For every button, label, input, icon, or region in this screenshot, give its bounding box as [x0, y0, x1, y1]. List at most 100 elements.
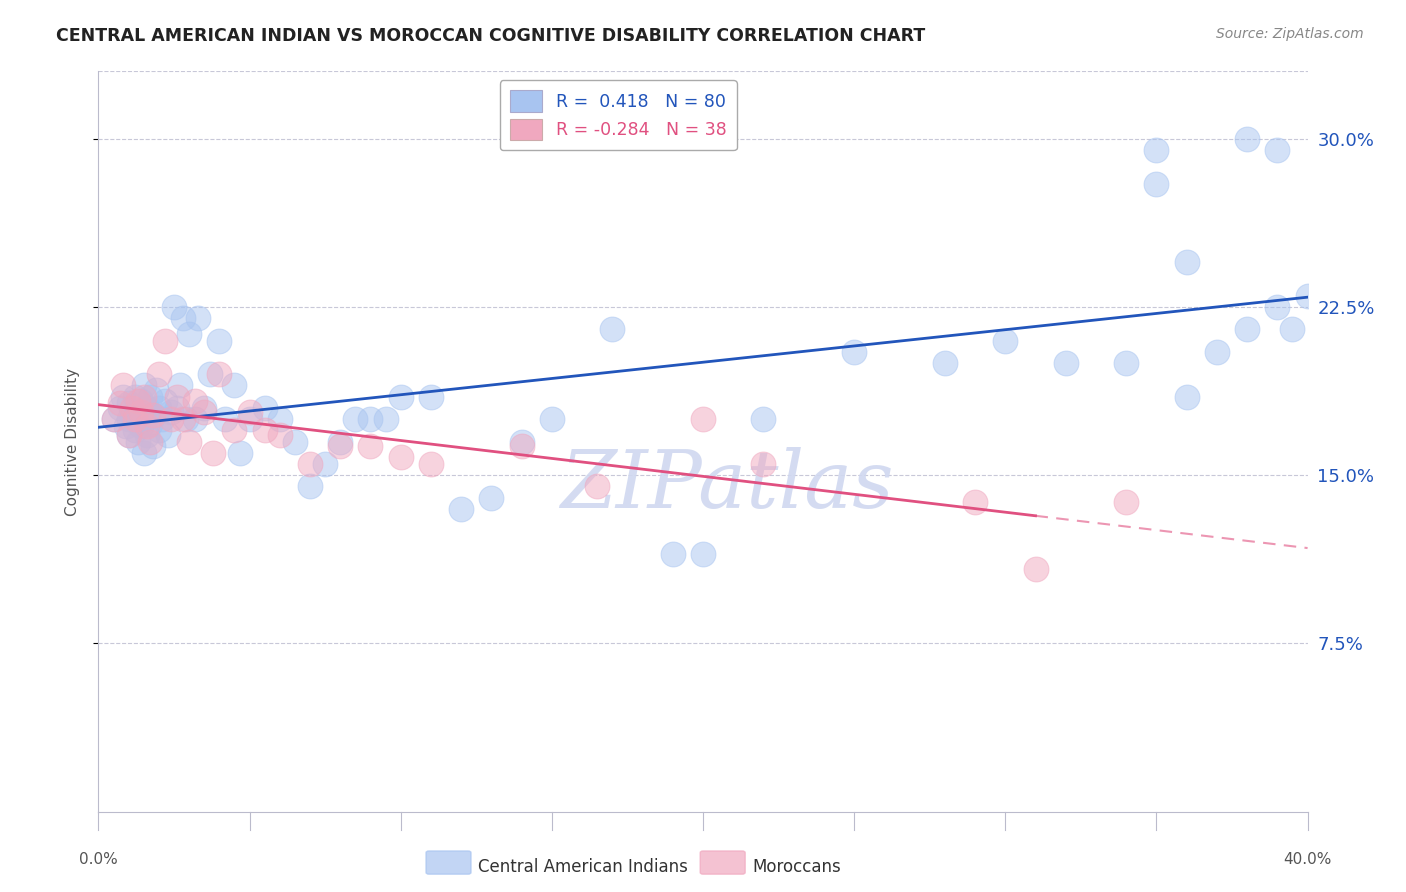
- Point: [1144, 177, 1167, 191]
- Point: [179, 434, 201, 449]
- Point: [374, 412, 396, 426]
- Point: [269, 427, 291, 442]
- Text: Source: ZipAtlas.com: Source: ZipAtlas.com: [1216, 27, 1364, 41]
- Text: CENTRAL AMERICAN INDIAN VS MOROCCAN COGNITIVE DISABILITY CORRELATION CHART: CENTRAL AMERICAN INDIAN VS MOROCCAN COGN…: [56, 27, 925, 45]
- Point: [160, 405, 183, 419]
- Point: [166, 401, 188, 415]
- Point: [389, 390, 412, 404]
- Point: [510, 434, 533, 449]
- Point: [127, 394, 149, 409]
- Point: [1206, 344, 1229, 359]
- Text: Moroccans: Moroccans: [752, 858, 841, 876]
- Point: [139, 390, 162, 404]
- Point: [360, 439, 382, 453]
- Point: [142, 408, 165, 422]
- Point: [208, 334, 231, 348]
- Point: [129, 394, 152, 409]
- Point: [142, 439, 165, 453]
- Point: [224, 378, 246, 392]
- Point: [153, 394, 176, 409]
- Point: [148, 423, 170, 437]
- Point: [153, 334, 176, 348]
- Point: [510, 439, 533, 453]
- Point: [156, 427, 179, 442]
- Point: [124, 412, 146, 426]
- Point: [239, 412, 262, 426]
- Text: ZIPatlas: ZIPatlas: [561, 447, 894, 524]
- Point: [661, 547, 683, 561]
- Point: [224, 423, 246, 437]
- Point: [1236, 131, 1258, 145]
- Point: [481, 491, 503, 505]
- Point: [193, 401, 215, 415]
- Point: [139, 434, 162, 449]
- Point: [132, 446, 155, 460]
- Point: [145, 383, 167, 397]
- Point: [108, 396, 131, 410]
- Point: [1296, 289, 1319, 303]
- Text: 40.0%: 40.0%: [1284, 852, 1331, 867]
- Point: [172, 412, 194, 426]
- Point: [166, 390, 188, 404]
- Point: [540, 412, 562, 426]
- Point: [114, 418, 136, 433]
- Point: [1267, 300, 1289, 314]
- Point: [187, 311, 209, 326]
- Point: [1115, 495, 1137, 509]
- Point: [142, 408, 165, 422]
- Point: [127, 405, 149, 419]
- Point: [111, 390, 134, 404]
- Point: [111, 378, 134, 392]
- Point: [184, 394, 207, 409]
- Point: [202, 446, 225, 460]
- Point: [172, 311, 194, 326]
- Point: [994, 334, 1017, 348]
- Point: [208, 368, 231, 382]
- Point: [1267, 143, 1289, 157]
- Point: [118, 427, 141, 442]
- Point: [329, 439, 352, 453]
- Point: [121, 408, 143, 422]
- Point: [389, 450, 412, 465]
- Point: [1236, 322, 1258, 336]
- Point: [127, 434, 149, 449]
- Y-axis label: Cognitive Disability: Cognitive Disability: [65, 368, 80, 516]
- Text: 0.0%: 0.0%: [79, 852, 118, 867]
- Point: [169, 378, 191, 392]
- Point: [103, 412, 125, 426]
- Point: [752, 412, 775, 426]
- Point: [108, 401, 131, 415]
- Point: [132, 378, 155, 392]
- Point: [344, 412, 367, 426]
- Text: Central American Indians: Central American Indians: [478, 858, 688, 876]
- Point: [200, 368, 222, 382]
- Point: [692, 547, 714, 561]
- Point: [844, 344, 866, 359]
- Point: [1175, 390, 1198, 404]
- Point: [602, 322, 624, 336]
- Point: [118, 396, 141, 410]
- Point: [121, 401, 143, 415]
- Point: [103, 412, 125, 426]
- Point: [118, 427, 141, 442]
- Point: [124, 423, 146, 437]
- Point: [329, 434, 352, 449]
- Point: [253, 401, 276, 415]
- Point: [420, 457, 443, 471]
- Point: [135, 418, 157, 433]
- Point: [132, 412, 155, 426]
- Point: [135, 401, 157, 415]
- Point: [118, 412, 141, 426]
- Point: [1281, 322, 1303, 336]
- Point: [1054, 356, 1077, 370]
- Point: [129, 418, 152, 433]
- Point: [174, 412, 197, 426]
- Point: [124, 390, 146, 404]
- Point: [139, 417, 162, 431]
- Point: [1024, 562, 1046, 576]
- Point: [692, 412, 714, 426]
- Point: [148, 368, 170, 382]
- Point: [239, 405, 262, 419]
- Point: [184, 412, 207, 426]
- Point: [214, 412, 236, 426]
